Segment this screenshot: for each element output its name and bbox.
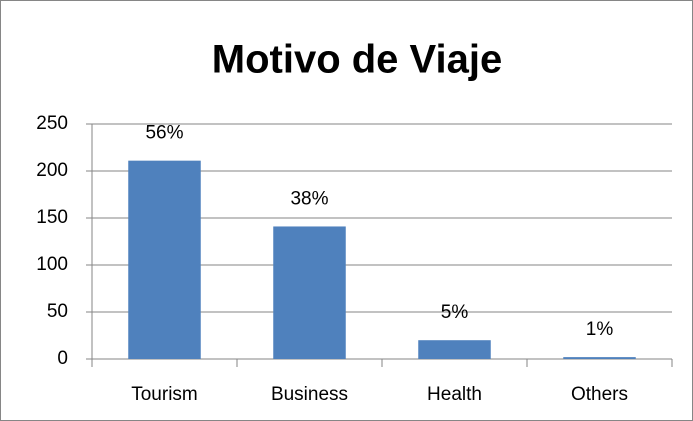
y-tick-label: 250 [36,113,68,134]
data-label: 56% [145,123,183,144]
y-tick-label: 50 [47,301,68,322]
y-tick-label: 150 [36,207,68,228]
bar [563,357,636,359]
y-tick-label: 200 [36,160,68,181]
bar [128,160,201,359]
data-label: 5% [441,302,469,323]
bar [418,340,491,359]
x-tick-label: Health [427,384,482,405]
chart-title: Motivo de Viaje [212,38,502,82]
data-label: 38% [290,188,328,209]
y-tick-label: 0 [57,348,68,369]
x-tick-label: Business [271,384,348,405]
x-tick-label: Tourism [131,384,198,405]
bar [273,226,346,359]
x-tick-label: Others [571,384,628,405]
y-tick-label: 100 [36,254,68,275]
data-label: 1% [586,319,614,340]
